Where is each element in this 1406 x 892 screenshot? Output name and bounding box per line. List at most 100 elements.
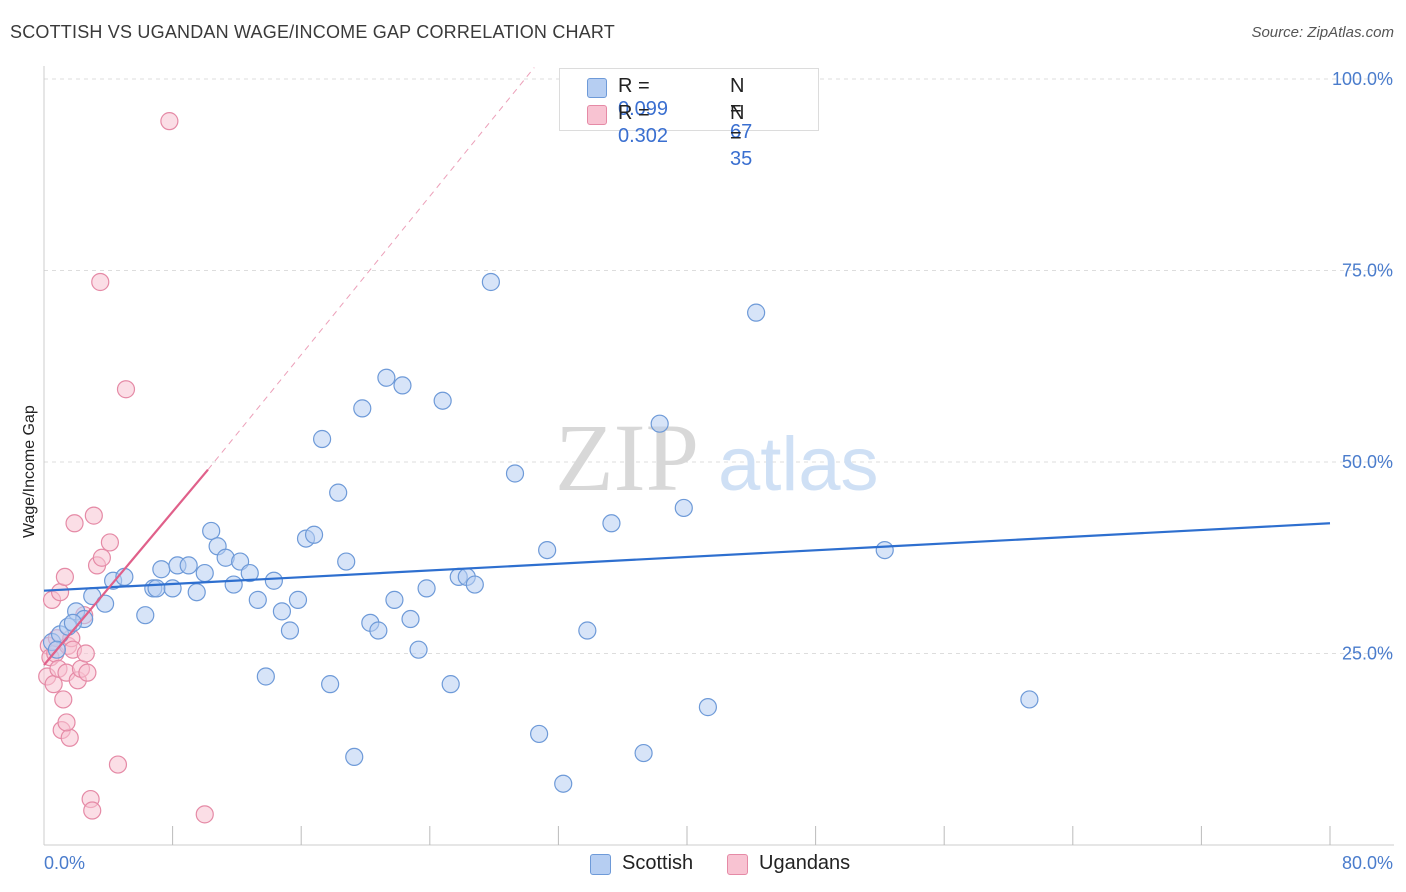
legend-r-value-scottish: 0.099 (618, 98, 669, 120)
scottish-point (256, 667, 275, 686)
scottish-point (417, 579, 436, 598)
chart-title: SCOTTISH VS UGANDAN WAGE/INCOME GAP CORR… (10, 22, 616, 42)
y-tick-label: 25.0% (1342, 644, 1393, 664)
legend: R = 0.099 N = 67 R = 0.302 N = 35 (559, 68, 819, 170)
scottish-point (179, 556, 198, 575)
scottish-point (481, 272, 500, 292)
scottish-point (369, 621, 388, 640)
x-tick-label: 80.0% (1342, 853, 1393, 873)
watermark-zip: ZIP (555, 404, 699, 511)
legend-swatch-scottish (587, 78, 607, 98)
legend-n-value-scottish: 67 (730, 121, 753, 143)
scottish-point (248, 590, 267, 609)
ugandan-point (116, 380, 136, 399)
ugandan-point (92, 548, 111, 567)
scottish-point (136, 606, 155, 625)
scottish-point (747, 303, 766, 322)
scottish-point (634, 743, 653, 763)
scottish-point (202, 521, 221, 541)
axes (43, 66, 1394, 846)
bottom-legend-swatch-scottish (590, 854, 611, 875)
scottish-point (393, 376, 412, 395)
ugandan-point (84, 506, 103, 525)
scottish-point (875, 540, 894, 560)
legend-r-label: R = (618, 75, 650, 97)
x-tick-label: 0.0% (44, 853, 85, 873)
scottish-point (385, 590, 404, 609)
scottish-point (1020, 690, 1039, 709)
legend-n-value-ugandans: 35 (730, 148, 753, 170)
ugandan-trend-line (43, 468, 209, 666)
watermark: ZIP atlas (555, 404, 879, 511)
scottish-point (288, 590, 308, 609)
ugandan-point (76, 644, 95, 663)
legend-r-label: R = (618, 102, 650, 124)
scottish-point (345, 747, 364, 767)
scottish-point (409, 640, 428, 659)
scottish-point (312, 429, 332, 449)
ugandan-point (78, 663, 97, 682)
ugandan-point (83, 801, 102, 820)
ugandan-point (195, 805, 214, 824)
ugandan-point (50, 583, 70, 602)
y-tick-label: 75.0% (1342, 261, 1393, 281)
legend-n-label: N = (730, 75, 745, 120)
scottish-point (321, 675, 340, 694)
scottish-point (329, 483, 348, 502)
y-axis-label: Wage/Income Gap (21, 405, 38, 538)
ugandan-point (57, 713, 76, 732)
scottish-point (578, 621, 597, 640)
legend-swatch-ugandans (587, 105, 607, 125)
scottish-point (441, 675, 460, 694)
ugandan-point (60, 728, 79, 747)
scottish-point (337, 552, 356, 571)
ugandan-point (108, 755, 128, 774)
ugandan-point (55, 567, 74, 587)
y-tick-label: 100.0% (1332, 69, 1393, 89)
scottish-point (465, 575, 484, 594)
trend-lines (43, 67, 1331, 666)
scottish-point (554, 774, 573, 793)
scottish-point (674, 498, 693, 518)
scottish-point (698, 698, 717, 717)
scottish-point (280, 621, 300, 640)
bottom-legend-swatch-ugandans (727, 854, 748, 875)
ugandan-point (91, 272, 110, 292)
scottish-point (240, 563, 259, 583)
scottish-point (152, 560, 171, 579)
scottish-point (264, 571, 283, 590)
scottish-point (602, 514, 621, 533)
ugandan-point (100, 533, 120, 552)
bottom-legend-label-scottish: Scottish (622, 852, 694, 874)
tick-labels: 25.0% 50.0% 75.0% 100.0% 0.0% 80.0% (44, 69, 1393, 873)
scottish-point (353, 399, 372, 418)
ugandan-point (54, 690, 73, 709)
y-tick-label: 50.0% (1342, 452, 1393, 472)
scottish-point (304, 525, 324, 544)
legend-n-label: N = (730, 102, 745, 147)
scottish-point (195, 563, 214, 583)
watermark-atlas: atlas (718, 422, 879, 507)
scottish-point (272, 602, 292, 621)
scottish-trend-line (43, 522, 1331, 592)
scottish-point (401, 609, 420, 629)
scottish-point (433, 391, 452, 410)
bottom-legend-label-ugandans: Ugandans (759, 852, 851, 874)
legend-r-value-ugandans: 0.302 (618, 125, 669, 147)
series-scottish (42, 272, 1039, 793)
scottish-point (224, 575, 243, 594)
chart-source: Source: ZipAtlas.com (1251, 24, 1394, 41)
scottish-point (530, 724, 549, 744)
ugandan-point (160, 112, 179, 131)
ugandan-trend-extension (207, 67, 535, 470)
scottish-point (147, 579, 166, 598)
scottish-point (377, 368, 396, 387)
scottish-point (187, 583, 206, 602)
scottish-point (538, 540, 557, 560)
ugandan-point (65, 514, 84, 533)
scottish-point (650, 414, 669, 433)
scottish-point (505, 464, 525, 483)
series-ugandans (38, 112, 214, 824)
scottish-point (163, 579, 182, 598)
